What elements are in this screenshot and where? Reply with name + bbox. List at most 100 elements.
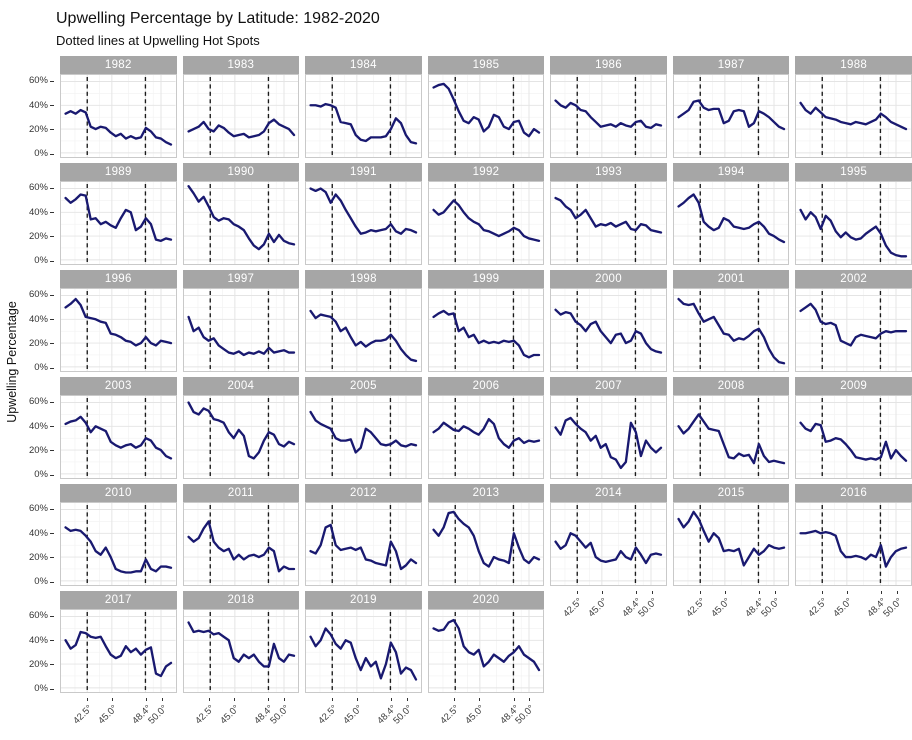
x-axis-labels-col-6: 42.5° 45.0° 48.4° 50.0° — [673, 591, 790, 627]
x-axis-labels-col-2: 42.5° 45.0° 48.4° 50.0° — [183, 698, 300, 734]
x-tick-mark — [479, 698, 481, 701]
facet-panel-1993: 1993 — [550, 163, 667, 265]
x-tick-mark — [529, 698, 531, 701]
y-tick-mark — [50, 557, 54, 559]
facet-strip-2011: 2011 — [182, 484, 300, 502]
facet-plot-1997 — [182, 288, 300, 372]
y-tick-mark — [50, 105, 54, 107]
facet-plot-2011 — [182, 502, 300, 586]
x-axis-labels-col-4: 42.5° 45.0° 48.4° 50.0° — [428, 698, 545, 734]
facet-strip-1986: 1986 — [550, 56, 667, 74]
x-tick-mark — [897, 591, 899, 594]
data-line-2008 — [677, 413, 786, 465]
data-line-2000 — [554, 308, 663, 354]
data-line-2001 — [677, 297, 786, 365]
x-tick-mark — [209, 698, 211, 701]
facet-plot-2000 — [550, 288, 667, 372]
facet-plot-1999 — [427, 288, 545, 372]
facet-panel-1994: 1994 — [672, 163, 790, 265]
y-tick-label: 40% — [28, 634, 48, 646]
x-tick-mark — [356, 698, 358, 701]
y-tick-mark — [50, 367, 54, 369]
facet-panel-2004: 2004 — [182, 377, 300, 479]
facet-strip-2013: 2013 — [427, 484, 545, 502]
facet-plot-2004 — [182, 395, 300, 479]
y-tick-mark — [50, 508, 54, 510]
facet-strip-2007: 2007 — [550, 377, 667, 395]
facet-strip-1994: 1994 — [672, 163, 790, 181]
x-tick-mark — [847, 591, 849, 594]
x-tick-mark — [652, 591, 654, 594]
y-tick-label: 40% — [28, 527, 48, 539]
x-tick-mark — [881, 591, 883, 594]
data-line-1984 — [309, 102, 418, 145]
y-tick-mark — [50, 319, 54, 321]
facet-plot-2009 — [795, 395, 912, 479]
y-tick-mark — [50, 533, 54, 535]
facet-strip-1993: 1993 — [550, 163, 667, 181]
y-tick-mark — [50, 129, 54, 131]
facet-plot-2008 — [672, 395, 790, 479]
facet-plot-1982 — [60, 74, 177, 158]
facet-panel-2003: 2003 — [60, 377, 177, 479]
x-tick-mark — [234, 698, 236, 701]
data-line-2011 — [186, 520, 295, 573]
x-tick-mark — [822, 591, 824, 594]
y-axis-labels-row-2: 60% 40% 20% 0% — [14, 163, 54, 267]
y-tick-label: 60% — [28, 75, 48, 87]
facet-plot-1990 — [182, 181, 300, 265]
facet-strip-2019: 2019 — [305, 591, 422, 609]
x-axis-labels-col-3: 42.5° 45.0° 48.4° 50.0° — [305, 698, 422, 734]
data-line-2014 — [554, 532, 663, 565]
y-tick-mark — [50, 474, 54, 476]
data-line-2006 — [432, 417, 540, 449]
y-tick-mark — [50, 664, 54, 666]
x-tick-mark — [758, 591, 760, 594]
x-axis-labels-col-7: 42.5° 45.0° 48.4° 50.0° — [795, 591, 912, 627]
y-tick-label: 60% — [28, 289, 48, 301]
data-line-2018 — [186, 621, 295, 668]
facet-plot-1988 — [795, 74, 912, 158]
y-tick-mark — [50, 426, 54, 428]
facet-strip-1995: 1995 — [795, 163, 912, 181]
x-tick-mark — [406, 698, 408, 701]
y-tick-label: 0% — [34, 255, 48, 267]
facet-panel-2009: 2009 — [795, 377, 912, 479]
data-line-1983 — [186, 118, 295, 139]
facet-plot-1994 — [672, 181, 790, 265]
data-line-2015 — [677, 510, 786, 567]
x-tick-mark — [454, 698, 456, 701]
data-line-2010 — [64, 526, 173, 574]
chart-title: Upwelling Percentage by Latitude: 1982-2… — [56, 10, 380, 27]
y-tick-label: 20% — [28, 444, 48, 456]
data-line-1987 — [677, 99, 786, 131]
facet-panel-2013: 2013 — [427, 484, 545, 586]
facet-plot-2019 — [305, 609, 422, 693]
facet-panel-1991: 1991 — [305, 163, 422, 265]
y-tick-label: 0% — [34, 362, 48, 374]
facet-panel-1986: 1986 — [550, 56, 667, 158]
data-line-1999 — [432, 309, 540, 359]
facet-panel-2018: 2018 — [182, 591, 300, 693]
x-tick-mark — [284, 698, 286, 701]
facet-plot-1996 — [60, 288, 177, 372]
facet-plot-2005 — [305, 395, 422, 479]
facet-panel-1997: 1997 — [182, 270, 300, 372]
facet-panel-1982: 1982 — [60, 56, 177, 158]
y-tick-label: 20% — [28, 123, 48, 135]
x-axis-labels-col-1: 42.5° 45.0° 48.4° 50.0° — [60, 698, 177, 734]
facet-plot-1992 — [427, 181, 545, 265]
x-tick-mark — [331, 698, 333, 701]
data-line-1994 — [677, 193, 786, 244]
y-tick-label: 0% — [34, 148, 48, 160]
y-axis-labels-row-4: 60% 40% 20% 0% — [14, 377, 54, 480]
data-line-2003 — [64, 415, 173, 460]
y-tick-mark — [50, 640, 54, 642]
x-tick-mark — [111, 698, 113, 701]
y-tick-label: 40% — [28, 420, 48, 432]
y-tick-mark — [50, 236, 54, 238]
facet-plot-2007 — [550, 395, 667, 479]
facet-strip-2000: 2000 — [550, 270, 667, 288]
facet-strip-1982: 1982 — [60, 56, 177, 74]
y-tick-mark — [50, 343, 54, 345]
